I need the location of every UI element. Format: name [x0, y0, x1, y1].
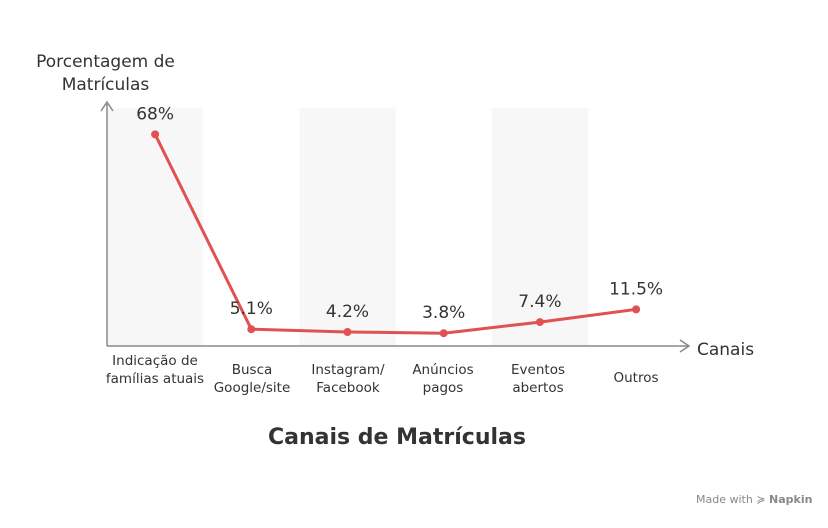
x-axis-label: Canais [697, 340, 755, 360]
category-bands [107, 108, 588, 345]
y-axis-label: Porcentagem de Matrículas [36, 52, 175, 95]
y-axis-arrowhead [100, 100, 114, 112]
axes [100, 100, 691, 353]
x-tick-label-2: Busca Google/site [213, 362, 291, 396]
category-band [299, 108, 396, 345]
data-label: 7.4% [518, 292, 561, 312]
data-label: 11.5% [609, 279, 663, 299]
series-line [153, 132, 638, 335]
x-tick-label-1: Indicação de famílias atuais [105, 353, 205, 387]
data-point [151, 130, 160, 139]
data-point [247, 325, 256, 334]
data-label: 5.1% [230, 299, 273, 319]
category-band [107, 108, 204, 345]
data-label: 3.8% [422, 303, 465, 323]
x-tick-label-4: Anúncios pagos [412, 362, 474, 396]
chart-title: Canais de Matrículas [268, 425, 526, 450]
napkin-logo-icon: ≽ [756, 493, 766, 506]
series-line-group [151, 130, 641, 338]
category-band [491, 108, 588, 345]
data-point [632, 305, 641, 314]
x-tick-label-6: Outros [613, 370, 659, 386]
x-axis-arrowhead [679, 339, 691, 353]
data-label: 4.2% [326, 302, 369, 322]
data-point [535, 318, 544, 327]
data-point [343, 327, 352, 336]
napkin-brand: Napkin [769, 493, 813, 506]
data-label: 68% [136, 104, 174, 124]
made-with-text: Made with [696, 493, 753, 506]
made-with-credit: Made with ≽ Napkin [696, 493, 812, 506]
x-tick-label-3: Instagram/ Facebook [311, 362, 385, 396]
x-tick-label-5: Eventos abertos [511, 362, 565, 396]
data-label-group: 68% 5.1% 4.2% 3.8% 7.4% 11.5% [136, 104, 663, 323]
data-point [439, 329, 448, 338]
